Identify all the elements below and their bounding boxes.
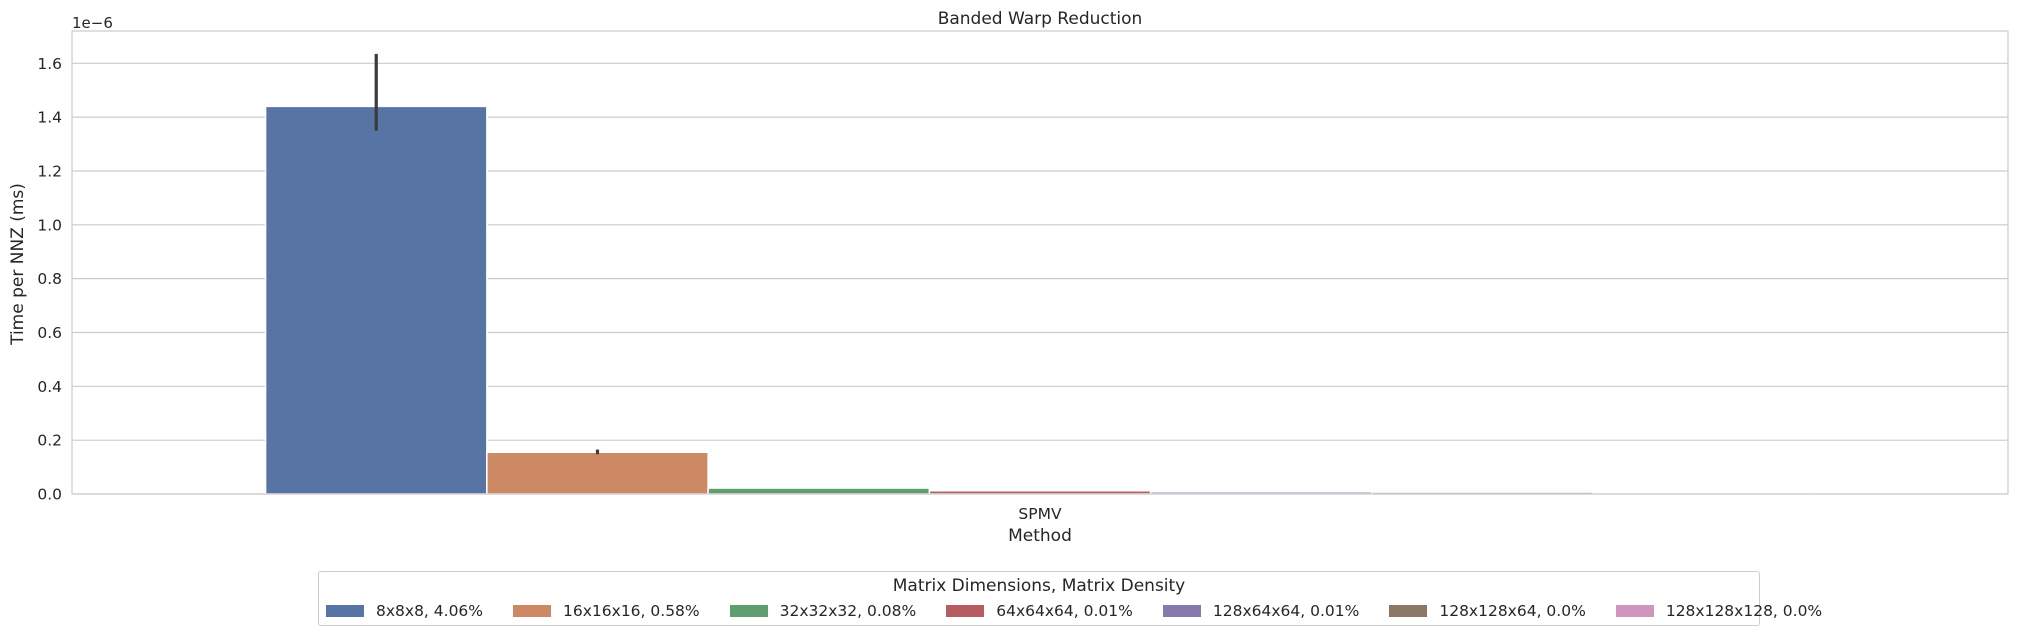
y-tick-label: 0.4: [37, 378, 62, 396]
legend-label: 128x64x64, 0.01%: [1212, 602, 1360, 620]
y-tick-label: 1.0: [37, 216, 62, 234]
y-tick-label: 0.6: [37, 324, 62, 342]
legend-label: 8x8x8, 4.06%: [376, 602, 484, 620]
legend-swatch: [326, 605, 364, 617]
x-tick-label: SPMV: [1018, 505, 1062, 523]
legend-item: 128x128x128, 0.0%: [1615, 602, 1823, 620]
bar-series-2: [486, 451, 709, 495]
y-tick-label: 0.2: [37, 432, 62, 450]
legend-item: 16x16x16, 0.58%: [513, 602, 700, 620]
legend-label: 32x32x32, 0.08%: [779, 602, 917, 620]
legend-item: 64x64x64, 0.01%: [946, 602, 1133, 620]
legend-item: 128x64x64, 0.01%: [1162, 602, 1360, 620]
legend-label: 64x64x64, 0.01%: [996, 602, 1133, 620]
chart-title: Banded Warp Reduction: [938, 9, 1143, 29]
y-tick-label: 0.0: [37, 486, 62, 504]
bar-series-1: [264, 105, 488, 495]
error-layer: [374, 53, 600, 455]
legend-swatch: [513, 605, 552, 617]
legend-swatch: [1389, 605, 1428, 617]
legend-swatch: [1615, 605, 1654, 617]
legend: Matrix Dimensions, Matrix Density 8x8x8,…: [318, 571, 1822, 626]
legend-label: 16x16x16, 0.58%: [563, 602, 700, 620]
legend-swatch: [946, 605, 985, 617]
x-axis-label: Method: [1008, 526, 1072, 546]
y-tick-label: 1.2: [37, 162, 62, 180]
legend-item: 8x8x8, 4.06%: [326, 602, 483, 620]
y-tick-label: 1.4: [37, 109, 62, 127]
chart-svg: 0.0 0.2 0.4 0.6 0.8 1.0 1.2 1.4 1.6 SPMV Banded W…: [8, 9, 2009, 546]
plot-frame: [71, 30, 2009, 495]
legend-items: 8x8x8, 4.06% 16x16x16, 0.58% 32x32x32, 0.0…: [326, 602, 1852, 620]
legend-label: 128x128x128, 0.0%: [1665, 602, 1823, 620]
y-tick-label: 1.6: [37, 55, 62, 73]
y-scale-label: 1e−6: [72, 14, 113, 32]
tick-layer: 0.0 0.2 0.4 0.6 0.8 1.0 1.2 1.4 1.6 SPMV: [37, 55, 1062, 523]
legend-swatch: [729, 605, 768, 617]
legend-title: Matrix Dimensions, Matrix Density: [892, 576, 1186, 596]
legend-label: 128x128x64, 0.0%: [1439, 602, 1586, 620]
y-axis-label: Time per NNZ (ms): [8, 183, 28, 346]
y-tick-label: 0.8: [37, 270, 62, 288]
legend-swatch: [1162, 605, 1201, 617]
legend-item: 128x128x64, 0.0%: [1389, 602, 1586, 620]
bar-series-3: [707, 487, 931, 495]
bar-layer: [264, 105, 1816, 495]
legend-item: 32x32x32, 0.08%: [729, 602, 917, 620]
